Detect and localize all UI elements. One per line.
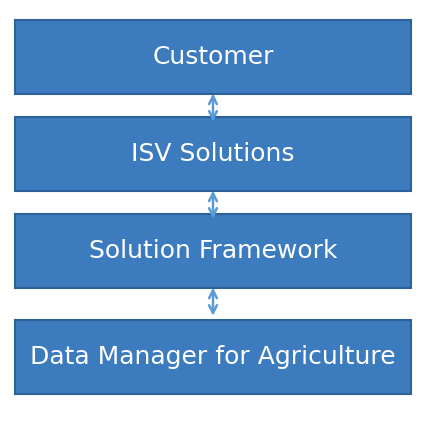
Bar [15,20,411,94]
Text: Customer: Customer [152,45,274,69]
Bar [15,117,411,191]
Text: ISV Solutions: ISV Solutions [131,142,295,166]
Text: Solution Framework: Solution Framework [89,239,337,263]
Bar [15,320,411,393]
Bar [15,214,411,288]
Text: Data Manager for Agriculture: Data Manager for Agriculture [30,345,396,368]
